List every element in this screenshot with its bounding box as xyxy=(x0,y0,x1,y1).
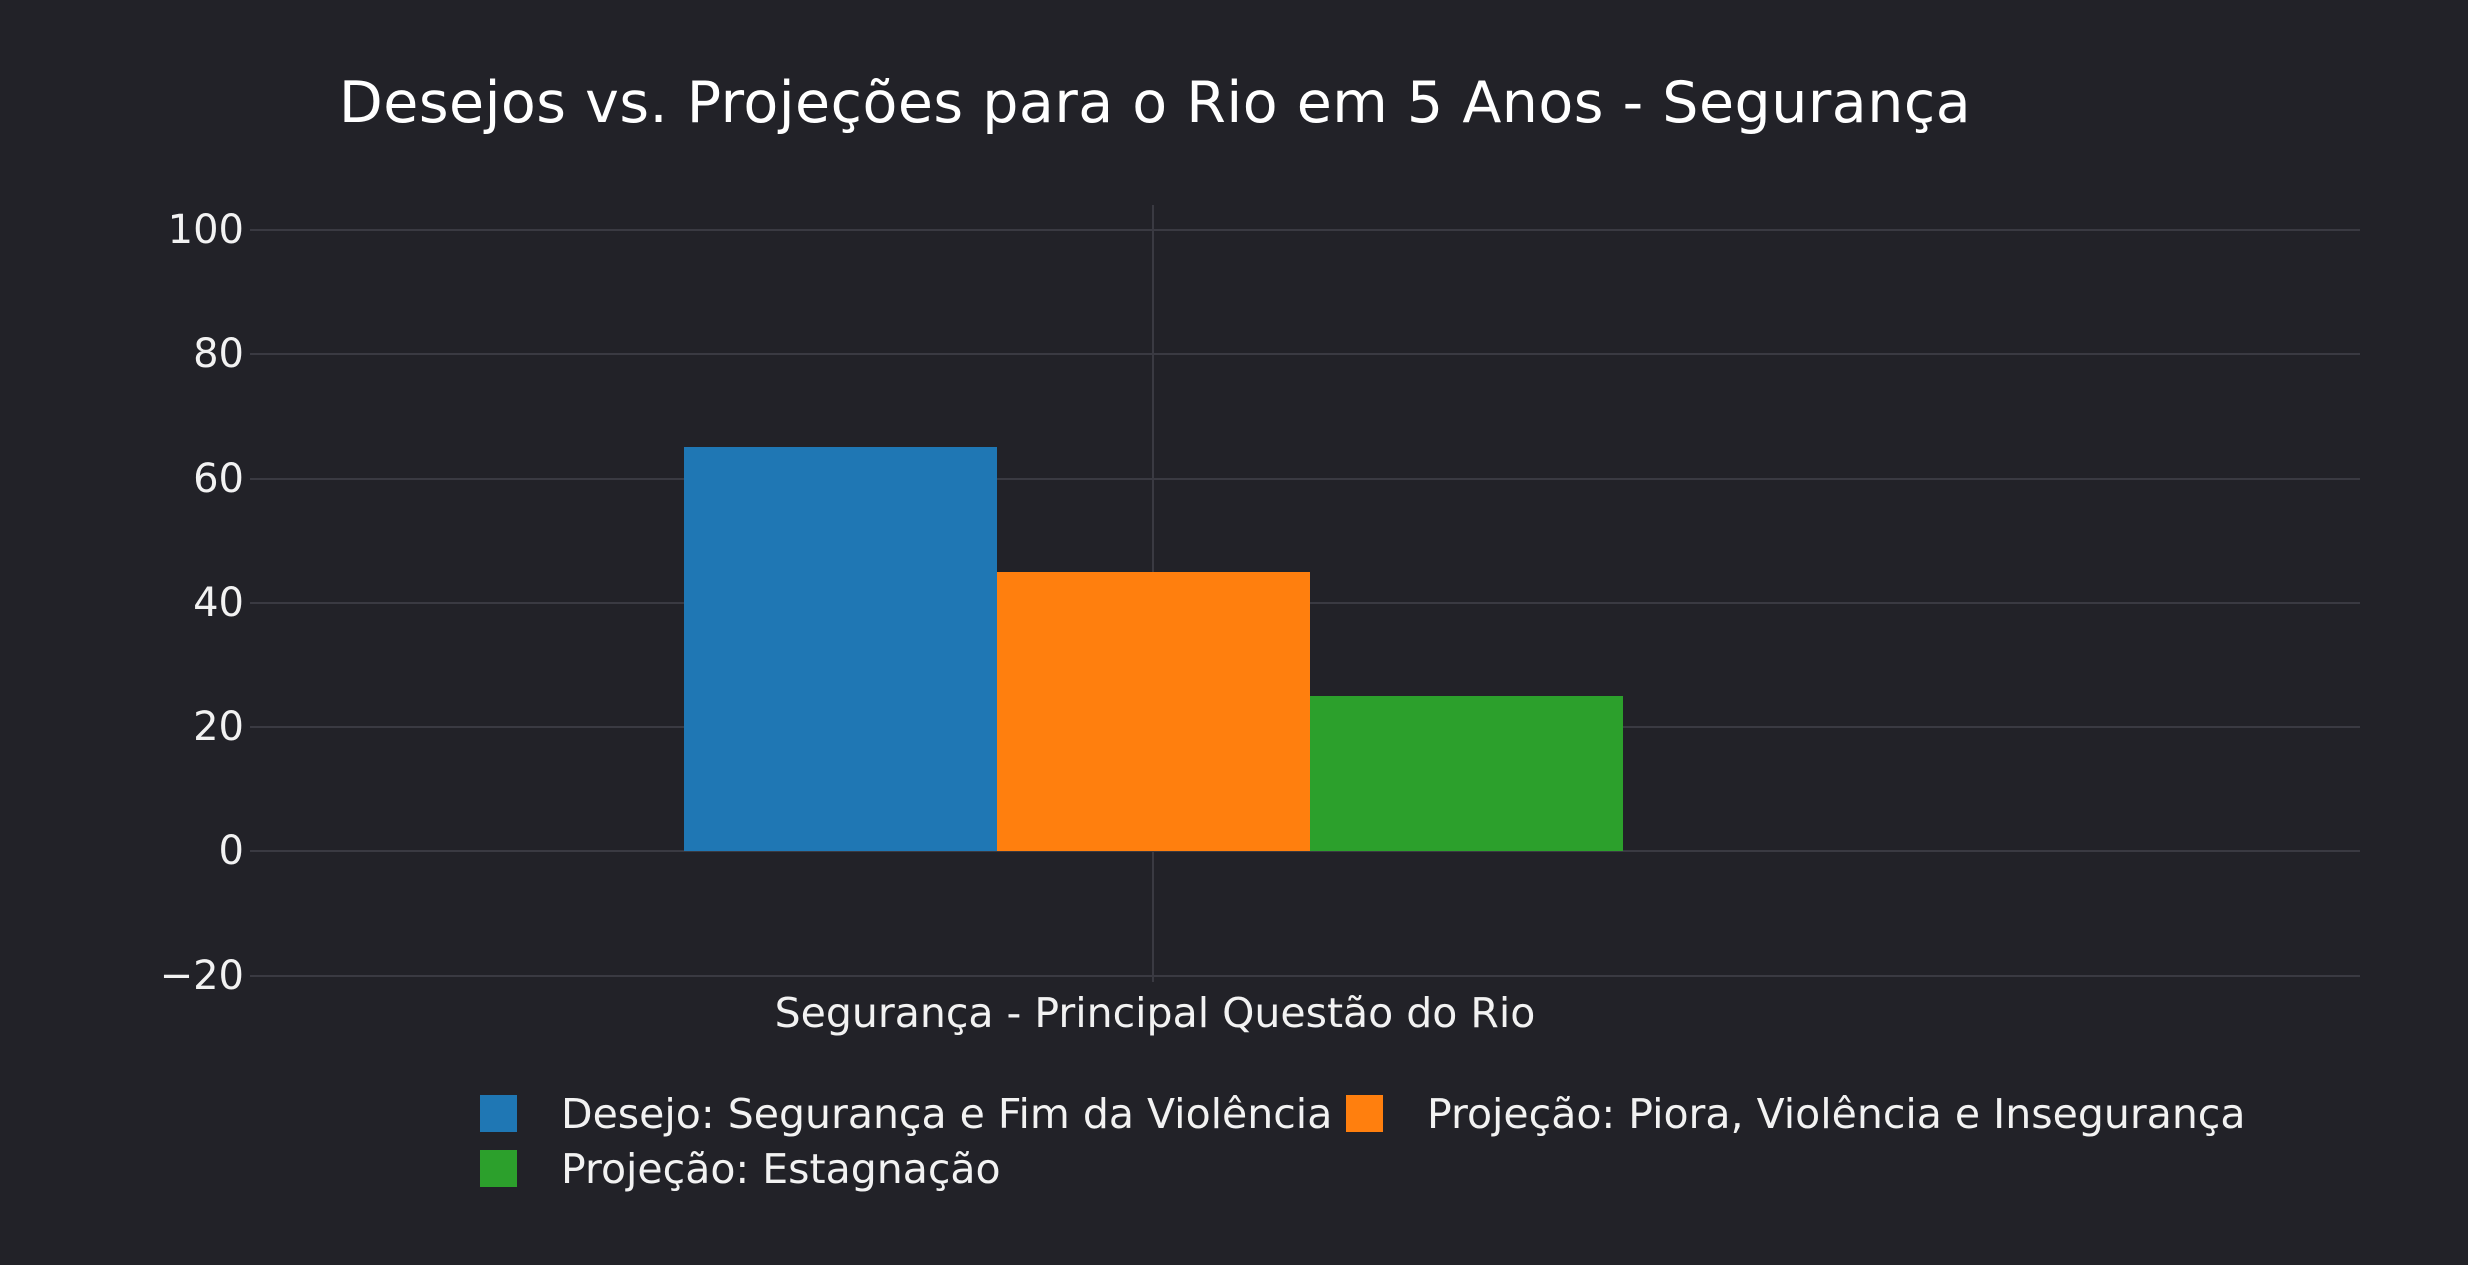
legend-label: Projeção: Estagnação xyxy=(561,1144,1001,1193)
plot-area xyxy=(250,205,2360,982)
legend-swatch-icon xyxy=(480,1095,517,1132)
gridline-horizontal xyxy=(250,228,2360,231)
chart-title: Desejos vs. Projeções para o Rio em 5 An… xyxy=(338,70,1972,136)
gridline-horizontal xyxy=(250,850,2360,853)
legend-label: Projeção: Piora, Violência e Insegurança xyxy=(1427,1089,2246,1138)
legend-swatch-icon xyxy=(480,1150,517,1187)
gridline-horizontal xyxy=(250,974,2360,977)
legend-swatch-icon xyxy=(1346,1095,1383,1132)
y-tick-label: 0 xyxy=(218,828,244,875)
bar-series-0 xyxy=(683,447,997,852)
gridline-horizontal xyxy=(250,477,2360,480)
gridline-horizontal xyxy=(250,353,2360,356)
y-tick-label: −20 xyxy=(159,952,244,999)
legend-label: Desejo: Segurança e Fim da Violência xyxy=(561,1089,1333,1138)
bar-series-2 xyxy=(1309,696,1623,852)
y-tick-label: 100 xyxy=(167,206,244,253)
y-tick-label: 60 xyxy=(193,455,244,502)
legend-item-2: Projeção: Estagnação xyxy=(480,1145,1001,1193)
legend-item-0: Desejo: Segurança e Fim da Violência xyxy=(480,1090,1332,1138)
legend-item-1: Projeção: Piora, Violência e Insegurança xyxy=(1346,1090,2245,1138)
y-tick-label: 80 xyxy=(193,331,244,378)
x-axis-label: Segurança - Principal Questão do Rio xyxy=(774,989,1536,1037)
y-tick-label: 20 xyxy=(193,704,244,751)
bar-series-1 xyxy=(996,571,1310,852)
y-tick-label: 40 xyxy=(193,579,244,626)
